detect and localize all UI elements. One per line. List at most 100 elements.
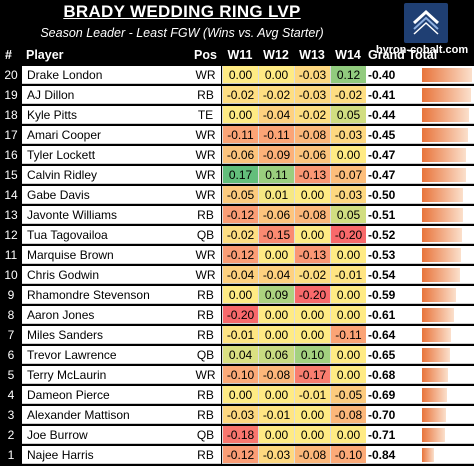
table-row: 3 Alexander Mattison RB -0.03 -0.01 0.00 -0.08… [0, 406, 474, 424]
grand-total-value: -0.54 [368, 268, 396, 282]
w11-value-cell: -0.05 [222, 186, 258, 204]
w12-value-cell: 0.00 [258, 426, 294, 444]
rank-cell: 12 [0, 226, 22, 244]
position-cell: RB [190, 206, 221, 224]
column-header-w12: W12 [263, 48, 289, 62]
position-cell: WR [190, 146, 221, 164]
position-cell: WR [190, 126, 221, 144]
w12-value-cell: 0.06 [258, 346, 294, 364]
column-header-pos: Pos [194, 48, 217, 62]
grand-total-cell: -0.47 [366, 166, 474, 184]
w11-value-cell: -0.11 [222, 126, 258, 144]
rank-cell: 11 [0, 246, 22, 264]
player-name-cell: Terry McLaurin [22, 366, 190, 384]
grand-total-data-bar [422, 148, 466, 162]
grand-total-value: -0.47 [368, 148, 396, 162]
w11-value-cell: 0.00 [222, 106, 258, 124]
grand-total-data-bar [422, 208, 463, 222]
rank-cell: 13 [0, 206, 22, 224]
grand-total-cell: -0.41 [366, 86, 474, 104]
w14-value-cell: -0.02 [330, 86, 366, 104]
grand-total-value: -0.84 [368, 448, 396, 462]
grand-total-value: -0.69 [368, 388, 396, 402]
grand-total-data-bar [422, 288, 456, 302]
rank-cell: 14 [0, 186, 22, 204]
w13-value-cell: -0.17 [294, 366, 330, 384]
grand-total-cell: -0.52 [366, 226, 474, 244]
w14-value-cell: 0.00 [330, 366, 366, 384]
table-row: 17 Amari Cooper WR -0.11 -0.11 -0.08 -0.03 -0.4… [0, 126, 474, 144]
w12-value-cell: -0.01 [258, 406, 294, 424]
player-name-cell: Gabe Davis [22, 186, 190, 204]
w11-value-cell: -0.12 [222, 446, 258, 464]
w14-value-cell: -0.20 [330, 226, 366, 244]
grand-total-data-bar [422, 348, 450, 362]
player-name-cell: Amari Cooper [22, 126, 190, 144]
table-row: 15 Calvin Ridley WR 0.17 0.11 -0.13 -0.07 -0.47 [0, 166, 474, 184]
grand-total-value: -0.45 [368, 128, 396, 142]
w13-value-cell: -0.03 [294, 66, 330, 84]
table-row: 4 Dameon Pierce RB 0.00 0.00 -0.01 -0.05 -0.69 [0, 386, 474, 404]
rank-cell: 9 [0, 286, 22, 304]
w12-value-cell: -0.11 [258, 126, 294, 144]
w12-value-cell: 0.11 [258, 166, 294, 184]
position-cell: TE [190, 106, 221, 124]
position-cell: RB [190, 326, 221, 344]
w13-value-cell: 0.00 [294, 226, 330, 244]
w11-value-cell: -0.12 [222, 246, 258, 264]
w14-value-cell: 0.12 [330, 66, 366, 84]
table-row: 7 Miles Sanders RB -0.01 0.00 0.00 -0.11 -0.64 [0, 326, 474, 344]
grand-total-cell: -0.71 [366, 426, 474, 444]
w12-value-cell: 0.01 [258, 186, 294, 204]
position-cell: QB [190, 346, 221, 364]
rank-cell: 17 [0, 126, 22, 144]
column-header-player: Player [26, 48, 64, 62]
grand-total-data-bar [422, 68, 472, 82]
w12-value-cell: -0.08 [258, 366, 294, 384]
w13-value-cell: -0.06 [294, 146, 330, 164]
grand-total-value: -0.61 [368, 308, 396, 322]
table-row: 6 Trevor Lawrence QB 0.04 0.06 0.10 0.00 -0.65 [0, 346, 474, 364]
w14-value-cell: -0.01 [330, 266, 366, 284]
table-row: 16 Tyler Lockett WR -0.06 -0.09 -0.06 0.00 -0.4… [0, 146, 474, 164]
w13-value-cell: -0.02 [294, 106, 330, 124]
w14-value-cell: 0.05 [330, 106, 366, 124]
table-row: 11 Marquise Brown WR -0.12 0.00 -0.13 0.00 -0.5… [0, 246, 474, 264]
w11-value-cell: 0.00 [222, 66, 258, 84]
grand-total-cell: -0.61 [366, 306, 474, 324]
grand-total-cell: -0.53 [366, 246, 474, 264]
column-header-total: Grand Total [368, 48, 438, 62]
column-header-w14: W14 [335, 48, 361, 62]
position-cell: WR [190, 186, 221, 204]
position-cell: WR [190, 246, 221, 264]
grand-total-data-bar [422, 428, 445, 442]
grand-total-data-bar [422, 448, 434, 462]
table-row: 20 Drake London WR 0.00 0.00 -0.03 0.12 -0.40 [0, 66, 474, 84]
grand-total-data-bar [422, 168, 466, 182]
grand-total-value: -0.53 [368, 248, 396, 262]
w11-value-cell: -0.04 [222, 266, 258, 284]
w12-value-cell: 0.00 [258, 386, 294, 404]
w12-value-cell: -0.15 [258, 226, 294, 244]
w12-value-cell: 0.00 [258, 66, 294, 84]
position-cell: WR [190, 366, 221, 384]
grand-total-value: -0.41 [368, 88, 396, 102]
grand-total-cell: -0.54 [366, 266, 474, 284]
grand-total-cell: -0.59 [366, 286, 474, 304]
w11-value-cell: 0.04 [222, 346, 258, 364]
chevron-logo-icon [404, 3, 448, 43]
table-row: 2 Joe Burrow QB -0.18 0.00 0.00 0.00 -0.71 [0, 426, 474, 444]
grand-total-cell: -0.65 [366, 346, 474, 364]
column-header-w13: W13 [299, 48, 325, 62]
player-name-cell: Calvin Ridley [22, 166, 190, 184]
grand-total-cell: -0.51 [366, 206, 474, 224]
w13-value-cell: 0.00 [294, 426, 330, 444]
w13-value-cell: -0.03 [294, 86, 330, 104]
position-cell: RB [190, 306, 221, 324]
player-name-cell: Dameon Pierce [22, 386, 190, 404]
grand-total-value: -0.50 [368, 188, 396, 202]
grand-total-cell: -0.40 [366, 66, 474, 84]
grand-total-data-bar [422, 368, 448, 382]
rank-cell: 2 [0, 426, 22, 444]
